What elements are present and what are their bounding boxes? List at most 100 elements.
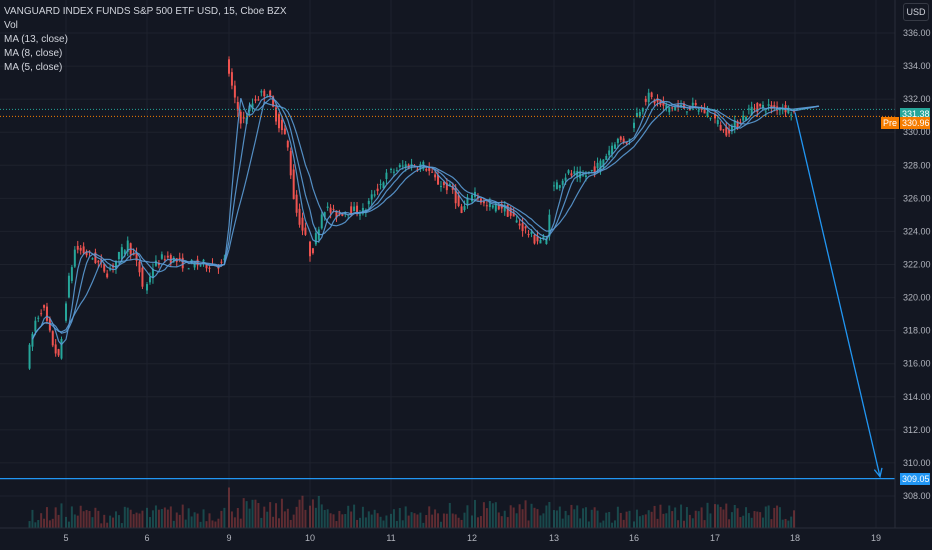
volume-bar xyxy=(356,519,359,528)
volume-bar xyxy=(172,520,175,528)
candle-body xyxy=(454,188,457,204)
volume-bar xyxy=(691,518,694,528)
volume-bar xyxy=(613,520,616,528)
volume-bar xyxy=(73,514,76,528)
x-tick-label: 10 xyxy=(305,533,315,543)
y-axis[interactable]: 336.00 334.00 332.00 330.00 328.00 326.00 324.… xyxy=(894,0,932,550)
legend-ma-13[interactable]: MA (13, close) xyxy=(4,34,68,45)
candle-body xyxy=(109,269,112,271)
candle-body xyxy=(254,99,257,101)
candle-body xyxy=(536,236,539,242)
candle-body xyxy=(756,102,759,112)
volume-bar xyxy=(34,522,37,528)
candle-body xyxy=(367,200,370,205)
candle-body xyxy=(199,265,202,267)
volume-bar xyxy=(146,507,148,528)
candle-body xyxy=(733,120,736,128)
volume-bar xyxy=(515,513,518,528)
legend-ma-8[interactable]: MA (8, close) xyxy=(4,48,63,59)
volume-bar xyxy=(548,502,551,528)
volume-bar xyxy=(353,504,356,528)
volume-bar xyxy=(674,507,677,528)
volume-bar xyxy=(700,507,703,528)
volume-bar xyxy=(716,504,719,528)
candle-body xyxy=(561,180,564,185)
volume-bar xyxy=(248,508,251,528)
candle-body xyxy=(169,255,172,264)
volume-bar xyxy=(518,504,521,528)
x-axis[interactable]: 5 6 9 10 11 12 13 16 17 18 19 xyxy=(0,527,932,550)
candle-body xyxy=(60,338,63,359)
volume-bar xyxy=(622,519,625,528)
volume-bar xyxy=(633,521,635,528)
volume-bar xyxy=(685,507,688,528)
volume-bar xyxy=(576,505,579,528)
volume-bar xyxy=(379,516,382,528)
x-tick-label: 11 xyxy=(386,533,395,543)
y-tick-label: 310.00 xyxy=(903,458,931,468)
candle-body xyxy=(236,101,239,111)
candle-body xyxy=(471,194,473,202)
volume-bar xyxy=(521,509,524,528)
candle-body xyxy=(650,92,653,98)
volume-bar xyxy=(611,522,614,528)
volume-bar xyxy=(335,521,338,528)
candle-body xyxy=(94,252,97,264)
candle-body xyxy=(79,247,82,251)
legend-ma-5[interactable]: MA (5, close) xyxy=(4,62,63,73)
volume-bar xyxy=(555,510,558,528)
volume-bar xyxy=(326,509,329,528)
candle-body xyxy=(680,105,683,107)
candle-body xyxy=(350,206,353,215)
candle-body xyxy=(88,250,91,252)
x-tick-label: 19 xyxy=(871,533,881,543)
candle-body xyxy=(662,100,665,106)
volume-bar xyxy=(404,506,407,528)
volume-bar xyxy=(599,522,602,528)
volume-bar xyxy=(719,506,722,528)
volume-bar xyxy=(558,506,561,528)
candle-body xyxy=(753,108,756,110)
volume-bar xyxy=(790,516,793,528)
volume-bar xyxy=(787,520,790,528)
candle-body xyxy=(656,98,659,102)
volume-bar xyxy=(269,502,272,528)
volume-bar xyxy=(283,511,286,528)
volume-bar xyxy=(31,509,34,528)
target-price-tag: 309.05 xyxy=(900,472,930,485)
candle-body xyxy=(376,188,379,192)
volume-bar xyxy=(697,511,700,528)
volume-bar xyxy=(376,513,379,528)
candle-body xyxy=(518,223,521,226)
volume-bar xyxy=(166,509,169,528)
candle-body xyxy=(85,251,88,256)
candle-body xyxy=(599,160,602,171)
candle-body xyxy=(521,223,524,231)
candle-body xyxy=(545,238,548,244)
legend-volume[interactable]: Vol xyxy=(4,20,18,31)
volume-bar xyxy=(178,514,181,528)
candle-body xyxy=(442,181,445,186)
volume-bar xyxy=(295,506,298,528)
volume-bar xyxy=(401,520,404,528)
volume-bar xyxy=(390,513,392,528)
chart-title[interactable]: VANGUARD INDEX FUNDS S&P 500 ETF USD, 15… xyxy=(4,6,287,17)
candle-body xyxy=(694,102,697,106)
volume-bar xyxy=(103,514,106,528)
volume-bar xyxy=(151,510,154,528)
volume-bar xyxy=(141,510,144,528)
volume-bar xyxy=(138,513,141,528)
y-tick-label: 314.00 xyxy=(903,392,931,402)
volume-bar xyxy=(347,505,350,528)
candle-body xyxy=(70,267,73,281)
volume-bar xyxy=(314,507,317,528)
candle-body xyxy=(181,257,184,269)
candle-body xyxy=(166,255,169,258)
candle-body xyxy=(76,245,79,250)
candle-body xyxy=(257,99,260,101)
candle-body xyxy=(117,251,120,260)
y-tick-label: 320.00 xyxy=(903,293,931,303)
currency-button[interactable]: USD xyxy=(903,3,929,21)
candle-body xyxy=(398,164,401,168)
